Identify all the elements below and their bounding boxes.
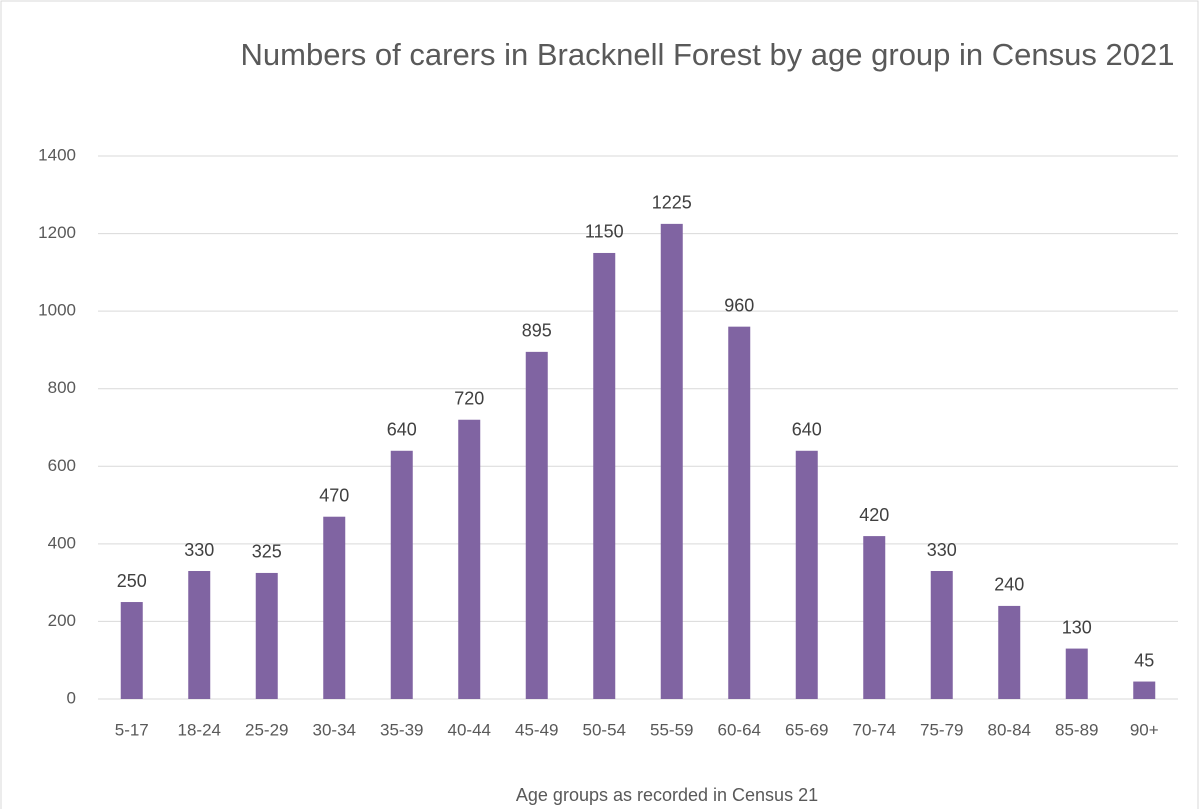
data-label: 250 xyxy=(117,571,147,591)
y-tick-label: 1000 xyxy=(38,301,76,320)
x-tick-label: 40-44 xyxy=(448,720,491,739)
bar xyxy=(458,419,481,699)
data-label: 640 xyxy=(792,420,822,440)
y-tick-label: 200 xyxy=(48,611,76,630)
data-label: 45 xyxy=(1134,650,1154,670)
bar xyxy=(728,326,751,699)
bar xyxy=(660,223,683,699)
bar xyxy=(795,450,818,699)
x-tick-label: 60-64 xyxy=(718,720,761,739)
data-label: 470 xyxy=(319,485,349,505)
bar xyxy=(255,572,278,699)
data-label: 330 xyxy=(927,540,957,560)
y-tick-label: 1200 xyxy=(38,223,76,242)
data-label: 325 xyxy=(252,542,282,562)
x-tick-label: 70-74 xyxy=(853,720,896,739)
x-tick-label: 65-69 xyxy=(785,720,828,739)
data-label: 330 xyxy=(184,540,214,560)
data-label: 895 xyxy=(522,321,552,341)
x-tick-label: 80-84 xyxy=(988,720,1031,739)
data-label: 640 xyxy=(387,420,417,440)
bar xyxy=(1065,648,1088,699)
x-tick-label: 75-79 xyxy=(920,720,963,739)
x-tick-label: 18-24 xyxy=(178,720,221,739)
data-label: 1225 xyxy=(652,193,692,213)
x-tick-label: 85-89 xyxy=(1055,720,1098,739)
bar xyxy=(930,571,953,699)
bar xyxy=(525,351,548,699)
chart-title: Numbers of carers in Bracknell Forest by… xyxy=(240,37,1175,72)
x-axis-label: Age groups as recorded in Census 21 xyxy=(516,785,818,805)
x-tick-label: 55-59 xyxy=(650,720,693,739)
data-label: 960 xyxy=(724,295,754,315)
y-tick-label: 0 xyxy=(67,688,76,707)
data-label: 720 xyxy=(454,388,484,408)
x-tick-label: 50-54 xyxy=(583,720,626,739)
x-tick-label: 35-39 xyxy=(380,720,423,739)
data-label: 420 xyxy=(859,505,889,525)
y-tick-label: 400 xyxy=(48,533,76,552)
bar xyxy=(323,516,346,699)
bar xyxy=(593,252,616,699)
bar xyxy=(998,605,1021,699)
data-label: 130 xyxy=(1062,617,1092,637)
x-tick-label: 90+ xyxy=(1130,720,1159,739)
y-tick-label: 1400 xyxy=(38,145,76,164)
y-tick-label: 600 xyxy=(48,456,76,475)
data-label: 1150 xyxy=(585,222,624,242)
data-label: 240 xyxy=(994,575,1024,595)
bar xyxy=(188,571,211,699)
bar xyxy=(863,536,886,699)
bar xyxy=(1133,681,1156,699)
x-tick-label: 30-34 xyxy=(313,720,356,739)
x-tick-label: 5-17 xyxy=(115,720,149,739)
x-tick-label: 25-29 xyxy=(245,720,288,739)
x-tick-label: 45-49 xyxy=(515,720,558,739)
bar xyxy=(120,602,143,699)
bar xyxy=(390,450,413,699)
y-tick-label: 800 xyxy=(48,378,76,397)
